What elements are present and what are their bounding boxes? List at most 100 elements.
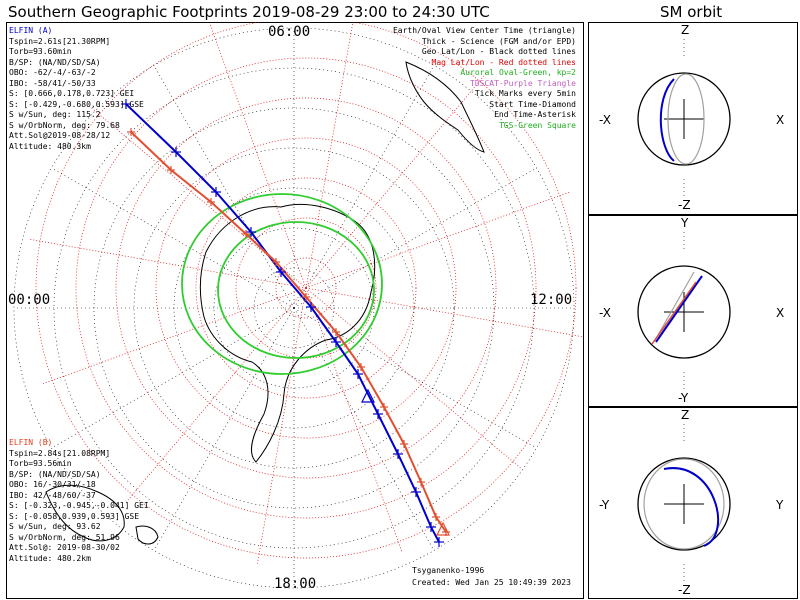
mag-lat-circle xyxy=(235,217,377,359)
mag-lat-circle xyxy=(35,22,577,559)
coastline xyxy=(405,61,485,153)
mag-lat-circle xyxy=(155,137,457,439)
mag-lat-circle xyxy=(275,257,337,319)
clock-label-bottom: 18:00 xyxy=(274,576,317,592)
orbit-trace-a xyxy=(655,275,703,343)
elfin-b-line: S: [-0.058,0.939,0.593] GSE xyxy=(9,511,140,521)
legend-item: Tick Marks every 5min xyxy=(474,89,576,98)
orbit-views: Z -Z -X X Y -Y -X X Z -Z -Y Y xyxy=(599,23,784,597)
orbit-panel-xy xyxy=(588,215,798,407)
geo-lon-line xyxy=(153,307,295,551)
geo-lon-line xyxy=(293,307,537,449)
axis-label: -Y xyxy=(678,391,689,405)
axis-label: -Y xyxy=(599,498,610,512)
geo-lon-line xyxy=(293,65,435,309)
elfin-a-info: ELFIN (A) Tspin=2.61s[21.30RPM] Torb=93.… xyxy=(9,26,144,152)
elfin-b-line: Altitude: 480.2km xyxy=(9,553,91,563)
legend-item: Mag Lat/Lon - Red dotted lines xyxy=(431,57,577,67)
legend-item: Auroral Oval-Green, kp=2 xyxy=(460,68,576,77)
mag-lat-circle xyxy=(75,57,537,519)
earth-circle xyxy=(637,457,731,551)
orbit-title: SM orbit xyxy=(660,3,723,21)
geo-lon-line xyxy=(51,307,295,449)
earth-circle xyxy=(637,265,731,359)
elfin-b-line: S: [-0.323,-0.945,-0.041] GEI xyxy=(9,501,149,510)
elfin-b-line: Tspin=2.84s[21.08RPM] xyxy=(9,448,111,458)
mag-lon-line xyxy=(30,239,307,289)
axis-label: -Z xyxy=(678,583,691,597)
elfin-a-line: S: [0.666,0.178,0.723] GEI xyxy=(9,89,135,98)
axis-label: -X xyxy=(599,306,611,320)
auroral-oval-inner xyxy=(217,221,375,359)
axis-label: X xyxy=(776,113,784,127)
orbit-trace-b xyxy=(651,281,697,345)
axis-label: X xyxy=(776,306,784,320)
elfin-b-name: ELFIN (B) xyxy=(9,438,53,447)
elfin-b-line: B/SP: (NA/ND/SD/SA) xyxy=(9,469,101,479)
elfin-a-line: S w/OrbNorm, deg: 79.68 xyxy=(9,120,120,130)
mag-lon-line xyxy=(125,287,307,503)
mag-lat-circle xyxy=(115,97,497,479)
legend-item: Start Time-Diamond xyxy=(489,99,576,109)
legend-item: Geo Lat/Lon - Black dotted lines xyxy=(421,47,576,56)
elfin-a-line: B/SP: (NA/ND/SD/SA) xyxy=(9,57,101,67)
mag-lon-line xyxy=(305,191,570,289)
clock-label-top: 06:00 xyxy=(268,24,311,40)
orbit-trace xyxy=(667,73,705,165)
axis-label: Y xyxy=(775,498,784,512)
center-triangle-icon xyxy=(361,388,375,403)
mag-lat-circle xyxy=(195,177,417,399)
elfin-b-track xyxy=(130,131,447,533)
credit-created: Created: Wed Jan 25 10:49:39 2023 xyxy=(412,578,571,587)
elfin-b-info: ELFIN (B) Tspin=2.84s[21.08RPM] Torb=93.… xyxy=(9,438,149,564)
coastline xyxy=(135,525,159,545)
auroral-oval-outer xyxy=(181,193,383,375)
orbit-panel-xz xyxy=(588,22,798,215)
orbit-panel-yz xyxy=(588,407,798,599)
elfin-a-line: S: [-0.429,-0.680,0.593] GSE xyxy=(9,99,144,109)
elfin-a-line: Torb=93.60min xyxy=(9,47,72,56)
geo-lon-line xyxy=(153,65,295,309)
axis-label: -X xyxy=(599,113,611,127)
elfin-b-line: OBO: 16/-30/31/-18 xyxy=(9,480,96,489)
axis-label: Z xyxy=(681,408,689,422)
geo-lat-circle xyxy=(13,27,575,589)
axis-label: Y xyxy=(680,216,689,230)
orbit-trace-a xyxy=(659,78,675,162)
clock-label-left: 00:00 xyxy=(8,292,51,308)
geo-lon-line xyxy=(293,307,435,551)
elfin-b-line: IBO: 42/-48/60/-37 xyxy=(9,490,96,500)
legend-item: TGS-Green Square xyxy=(498,120,576,130)
credit-author: Tsyganenko-1996 xyxy=(412,566,485,575)
elfin-a-line: Att.Sol@2019-08-28/12 xyxy=(9,131,111,140)
elfin-b-line: S w/Sun, deg: 93.62 xyxy=(9,522,101,531)
legend-item: Thick - Science (FGM and/or EPD) xyxy=(421,36,576,46)
orbit-trace-a xyxy=(663,467,720,547)
polar-map xyxy=(13,22,582,589)
elfin-b-line: Att.Sol@: 2019-08-30/02 xyxy=(9,543,120,552)
elfin-a-line: IBO: -58/41/-50/33 xyxy=(9,78,96,88)
main-title: Southern Geographic Footprints 2019-08-2… xyxy=(8,3,490,21)
mag-lon-line xyxy=(305,22,354,289)
elfin-b-line: S w/OrbNorm, deg: 51.96 xyxy=(9,532,120,542)
mag-lon-line xyxy=(209,24,307,289)
geo-lon-line xyxy=(293,167,537,309)
legend: Earth/Oval View Center Time (triangle) Th… xyxy=(393,26,576,131)
elfin-a-line: S w/Sun, deg: 115.2 xyxy=(9,110,101,119)
orbit-trace xyxy=(643,458,725,550)
clock-label-right: 12:00 xyxy=(530,292,573,308)
axis-label: Z xyxy=(681,23,689,37)
map-panel xyxy=(6,22,584,599)
mag-lon-line xyxy=(42,287,307,385)
coastline xyxy=(199,204,376,463)
earth-circle xyxy=(637,72,731,166)
mag-lon-line xyxy=(305,287,521,469)
legend-item: TDSCAT-Purple Triangle xyxy=(470,78,576,88)
elfin-a-line: Tspin=2.61s[21.30RPM] xyxy=(9,36,111,46)
axis-label: -Z xyxy=(678,198,691,212)
geo-lon-line xyxy=(51,167,295,309)
orbit-trace xyxy=(653,271,695,343)
elfin-b-line: Torb=93.56min xyxy=(9,459,72,468)
elfin-a-line: OBO: -62/-4/-63/-2 xyxy=(9,68,96,77)
